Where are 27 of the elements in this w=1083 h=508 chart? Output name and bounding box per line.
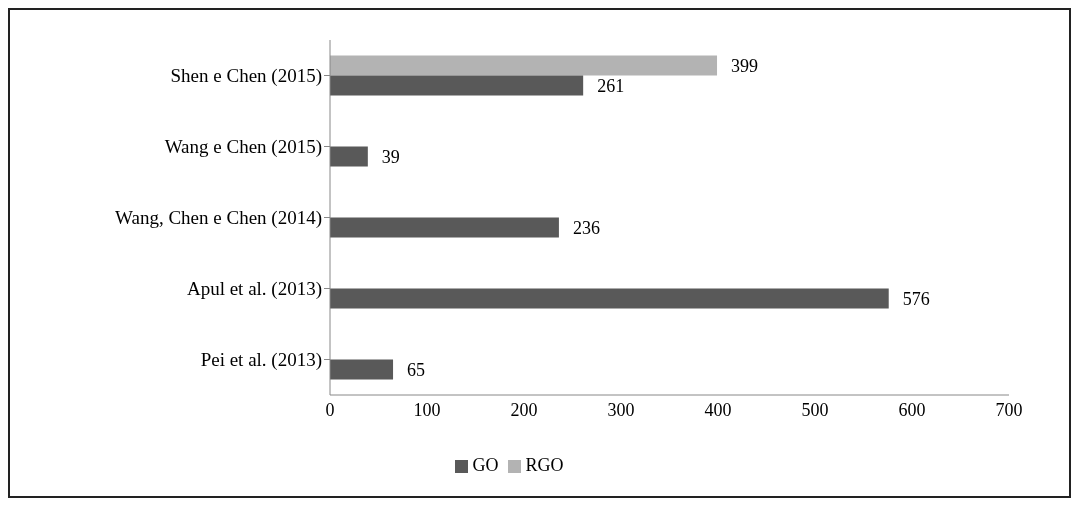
x-tick-label: 100 [413, 399, 441, 420]
y-tick-label: Wang e Chen (2015) [164, 136, 322, 159]
legend-label: GO [472, 455, 499, 475]
y-tick-label: Pei et al. (2013) [200, 349, 322, 372]
data-label: 236 [572, 218, 600, 239]
y-tick-label: Wang, Chen e Chen (2014) [115, 207, 322, 230]
bar [330, 146, 368, 167]
bar [330, 55, 718, 76]
bar [330, 359, 394, 380]
bar [330, 217, 559, 238]
x-tick-label: 400 [704, 399, 732, 420]
data-label: 576 [902, 289, 930, 310]
x-tick-label: 600 [898, 399, 926, 420]
data-label: 261 [597, 76, 625, 97]
x-tick-label: 300 [607, 399, 635, 420]
x-tick-label: 700 [995, 399, 1023, 420]
x-tick-label: 0 [325, 399, 335, 420]
y-tick-label: Apul et al. (2013) [186, 278, 322, 301]
bar [330, 75, 584, 96]
legend-label: RGO [525, 455, 564, 475]
y-tick-label: Shen e Chen (2015) [170, 65, 322, 88]
x-tick-label: 200 [510, 399, 538, 420]
bar [330, 288, 889, 309]
x-tick-label: 500 [801, 399, 829, 420]
data-label: 65 [407, 360, 426, 381]
data-label: 39 [381, 147, 400, 168]
data-label: 399 [731, 56, 759, 77]
